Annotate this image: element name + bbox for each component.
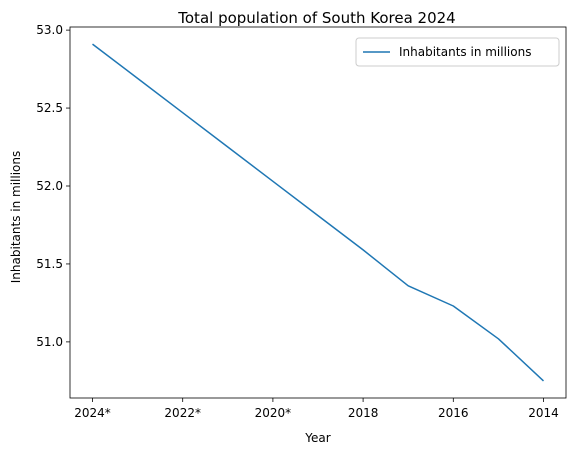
y-axis: 51.0 51.5 52.0 52.5 53.0 <box>36 23 70 349</box>
x-tick-label: 2022* <box>164 406 201 420</box>
legend: Inhabitants in millions <box>355 37 560 67</box>
series-layer <box>92 43 545 382</box>
legend-label: Inhabitants in millions <box>399 45 531 59</box>
x-tick-label: 2018 <box>348 406 379 420</box>
plot-area <box>69 26 567 399</box>
x-axis: 2024* 2022* 2020* 2018 2016 2014 <box>74 398 559 420</box>
legend-box <box>355 37 560 67</box>
y-tick-label: 52.0 <box>36 179 63 193</box>
x-tick-label: 2024* <box>74 406 111 420</box>
chart-title: Total population of South Korea 2024 <box>177 9 455 27</box>
x-axis-label: Year <box>304 431 330 445</box>
x-tick-label: 2016 <box>438 406 469 420</box>
y-tick-label: 51.5 <box>36 257 63 271</box>
y-axis-label: Inhabitants in millions <box>9 151 23 283</box>
x-tick-label: 2020* <box>255 406 292 420</box>
y-tick-label: 53.0 <box>36 23 63 37</box>
y-tick-label: 51.0 <box>36 335 63 349</box>
series-line <box>92 43 545 382</box>
y-tick-label: 52.5 <box>36 101 63 115</box>
x-tick-label: 2014 <box>528 406 559 420</box>
